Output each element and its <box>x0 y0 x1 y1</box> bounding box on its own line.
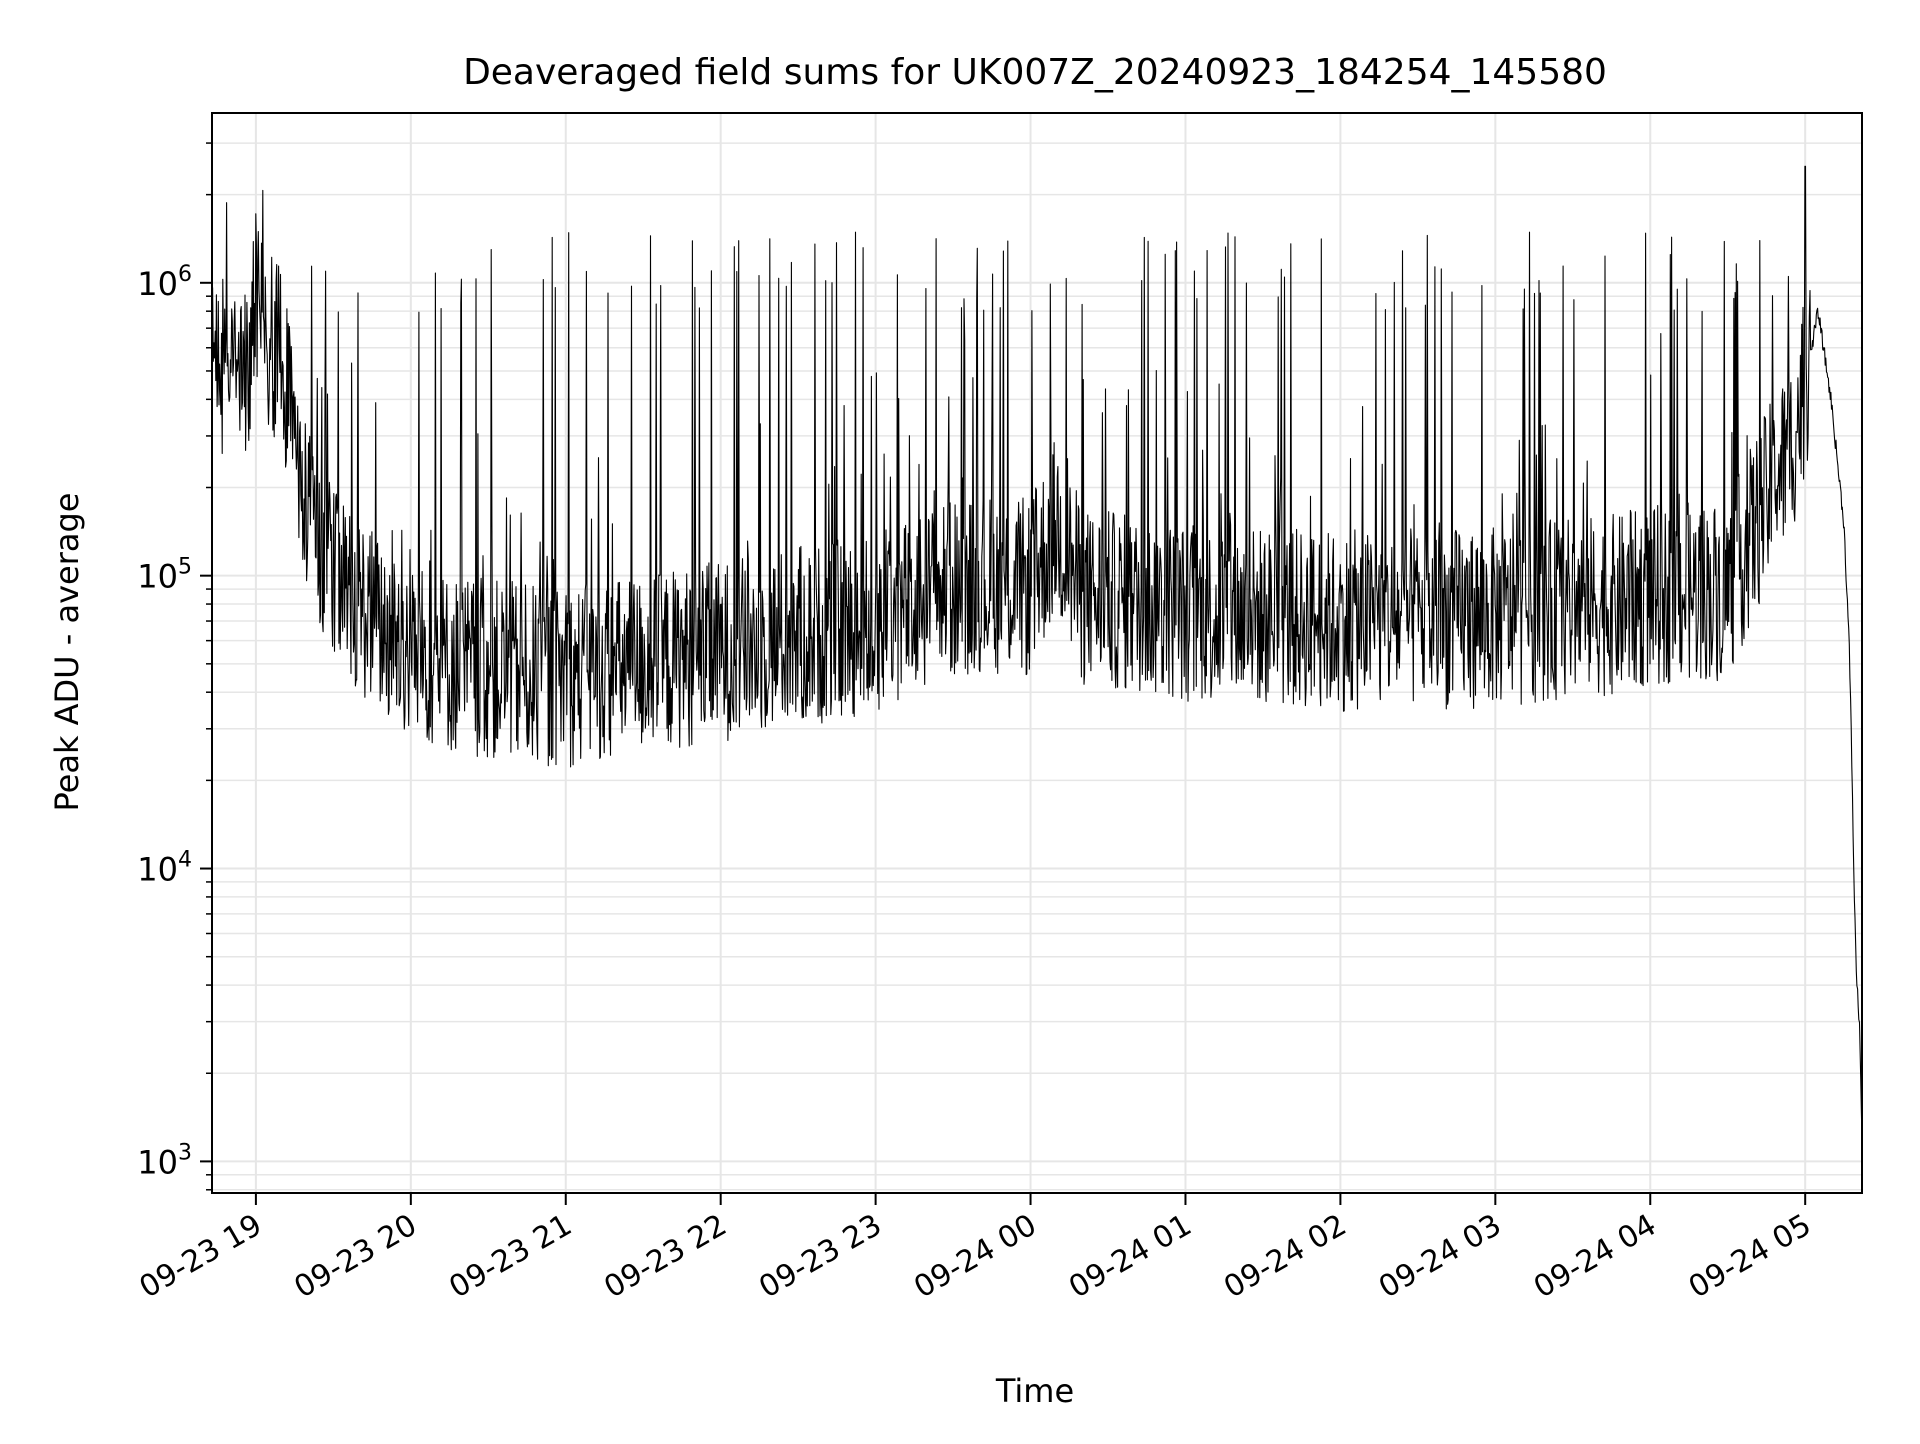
chart-title: Deaveraged field sums for UK007Z_2024092… <box>463 52 1607 93</box>
y-axis: 103 104 105 106 <box>137 142 212 1191</box>
x-axis-label: Time <box>995 1372 1074 1410</box>
y-axis-label: Peak ADU - average <box>48 493 86 812</box>
y-tick-label: 103 <box>137 1140 192 1181</box>
y-tick-label: 106 <box>137 262 192 303</box>
plot-frame <box>211 112 1863 1194</box>
y-tick-label: 105 <box>137 555 192 596</box>
y-tick-label: 104 <box>137 848 192 889</box>
plot-area <box>211 165 1863 1139</box>
series-line <box>211 165 1863 1139</box>
